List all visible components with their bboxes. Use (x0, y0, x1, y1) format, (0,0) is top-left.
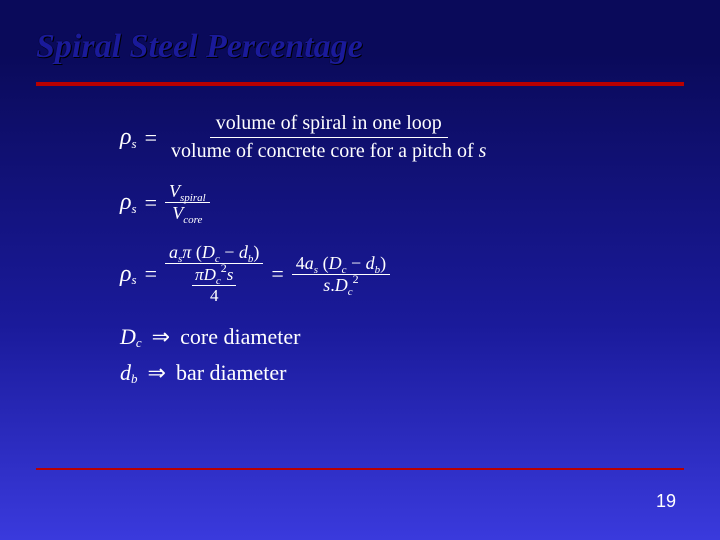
eq3l-minus: − (220, 242, 239, 262)
eq2-den-sub: core (183, 214, 202, 226)
equation-1: ρs = volume of spiral in one loop volume… (120, 112, 492, 163)
def-db: db ⇒ bar diameter (120, 360, 492, 386)
eq3l-nnum: πDc2s (192, 265, 236, 286)
eq3l-nested: πDc2s 4 (192, 265, 236, 306)
slide-title: Spiral Steel Percentage (36, 28, 363, 66)
eq1-den-var: s (479, 140, 487, 162)
eq1-numerator: volume of spiral in one loop (210, 112, 448, 138)
equals-3b: = (271, 261, 283, 287)
eq3l-Dsub: c (215, 253, 220, 265)
equations-block: ρs = volume of spiral in one loop volume… (120, 112, 492, 396)
equation-2: ρs = Vspiral Vcore (120, 181, 492, 224)
def-db-text: bar diameter (176, 360, 287, 386)
eq3l-num: asπ (Dc − db) (165, 242, 263, 264)
equals-3a: = (145, 261, 157, 287)
equation-3: ρs = asπ (Dc − db) πDc2s 4 = 4as (Dc − d… (120, 242, 492, 306)
eq3l-D: D (202, 242, 215, 262)
eq3l-dDsub: c (216, 275, 221, 287)
fraction-3-right: 4as (Dc − db) s.Dc2 (292, 253, 390, 296)
fraction-3-left: asπ (Dc − db) πDc2s 4 (165, 242, 263, 306)
eq3l-pr: ) (253, 242, 259, 262)
title-underline (36, 82, 684, 86)
rho-sub: s (132, 136, 137, 152)
eq3l-asub: s (178, 253, 182, 265)
rho-sub-2: s (132, 201, 137, 217)
eq2-den-v: V (172, 203, 183, 223)
eq2-num-sub: spiral (180, 192, 206, 204)
eq3r-D: D (329, 253, 342, 273)
fraction-2: Vspiral Vcore (165, 181, 210, 224)
def-db-sym: d (120, 360, 131, 386)
eq2-num: Vspiral (165, 181, 210, 203)
equals-1: = (145, 125, 157, 151)
rho-symbol-2: ρ (120, 189, 132, 216)
eq3r-Dsub: c (342, 264, 347, 276)
eq3r-dDsup: 2 (353, 272, 359, 286)
eq3l-dD: D (204, 265, 216, 284)
eq3l-den: πDc2s 4 (188, 264, 240, 306)
def-dc-sym: D (120, 324, 136, 350)
equals-2: = (145, 190, 157, 216)
eq3r-a: a (305, 253, 314, 273)
page-number: 19 (656, 491, 676, 512)
eq3r-dsub: b (375, 264, 381, 276)
eq3r-asub: s (314, 264, 318, 276)
rho-symbol-3: ρ (120, 261, 132, 288)
def-db-sub: b (131, 371, 138, 387)
eq1-den-prefix: volume of concrete core for a pitch of (171, 140, 479, 162)
eq3l-d: d (239, 242, 248, 262)
eq3l-a: a (169, 242, 178, 262)
eq3l-dsub: b (248, 253, 254, 265)
rho-symbol: ρ (120, 124, 132, 151)
eq2-den: Vcore (168, 203, 206, 224)
def-dc-sub: c (136, 335, 142, 351)
eq3r-dD: D (335, 275, 348, 295)
eq3r-pr: ) (380, 253, 386, 273)
eq3r-dDsub: c (348, 286, 353, 298)
rho-sub-3: s (132, 272, 137, 288)
eq3l-ds: s (227, 265, 234, 284)
eq3r-den: s.Dc2 (319, 275, 362, 296)
def-dc: Dc ⇒ core diameter (120, 324, 492, 350)
eq3r-4: 4 (296, 253, 305, 273)
eq3l-nden: 4 (207, 286, 222, 306)
bottom-rule (36, 468, 684, 470)
eq3r-num: 4as (Dc − db) (292, 253, 390, 275)
definitions: Dc ⇒ core diameter db ⇒ bar diameter (120, 324, 492, 386)
eq1-denominator: volume of concrete core for a pitch of s (165, 138, 492, 163)
eq3r-d: d (366, 253, 375, 273)
fraction-1: volume of spiral in one loop volume of c… (165, 112, 492, 163)
eq3l-dpi: π (195, 265, 204, 284)
eq3r-minus: − (346, 253, 365, 273)
eq2-num-v: V (169, 181, 180, 201)
eq3l-dDsup: 2 (221, 261, 227, 275)
def-dc-text: core diameter (180, 324, 300, 350)
eq3l-pi: π (182, 242, 191, 262)
implies-1: ⇒ (152, 324, 170, 350)
implies-2: ⇒ (148, 360, 166, 386)
